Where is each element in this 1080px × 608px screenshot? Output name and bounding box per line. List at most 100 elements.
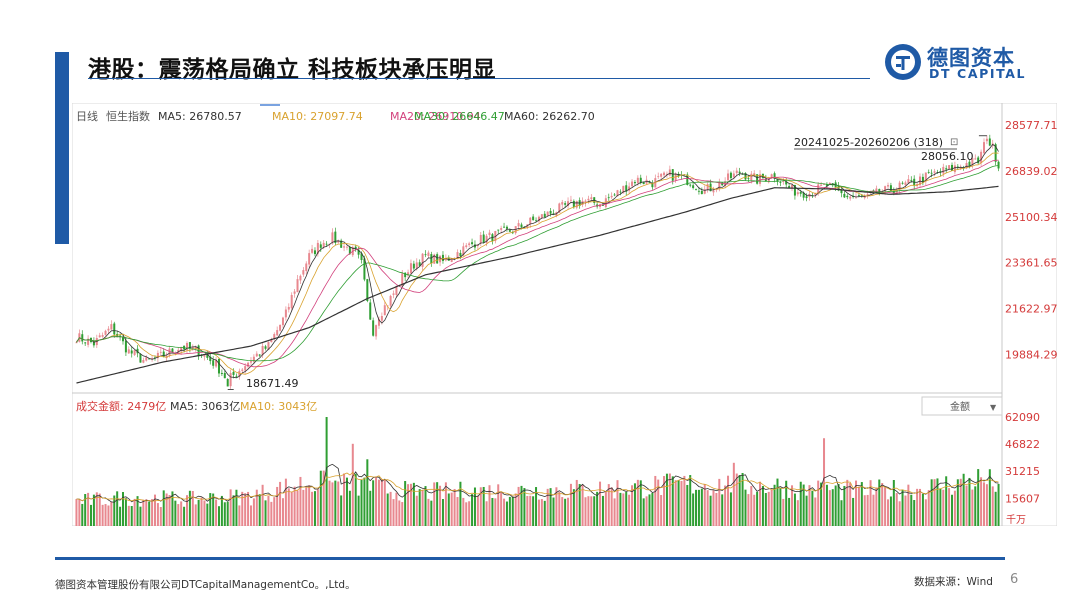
turnover-bar [407,484,410,526]
turnover-bar [305,487,308,526]
turnover-bar [546,488,549,526]
turnover-bar [369,490,372,526]
price-candle [846,195,849,198]
price-candle [910,179,913,181]
price-candle [75,342,78,344]
turnover-bar [284,478,287,526]
turnover-bar [575,479,578,526]
turnover-bar [331,482,334,526]
turnover-bar [258,494,261,526]
turnover-bar [674,480,677,526]
price-candle [625,185,628,192]
turnover-bar [872,494,875,526]
turnover-bar [514,493,517,526]
price-candle [564,203,567,205]
ma30-label: MA30: 26646.47 [414,110,505,123]
turnover-bar [884,487,887,526]
price-candle [159,351,162,353]
price-candle [953,165,956,173]
price-candle [104,330,107,335]
metric-select[interactable] [921,396,1003,416]
turnover-bar [78,499,81,526]
price-candle [651,182,654,188]
logo-name-cn: 德图资本 [927,46,1015,70]
turnover-bar [587,496,590,526]
turnover-bar [145,499,148,526]
price-candle [770,174,773,179]
turnover-bar [409,483,412,526]
turnover-bar [427,498,430,526]
price-candle [479,235,482,244]
price-candle [535,220,538,222]
turnover-bar [325,417,328,526]
turnover-bar [450,492,453,526]
price-candle [892,191,895,194]
turnover-bar [124,498,127,526]
price-candle [194,346,197,349]
price-candle [965,163,968,169]
turnover-bar [494,498,497,526]
price-candle [223,373,226,379]
lock-icon[interactable]: ⊡ [950,137,958,148]
price-candle [517,223,520,227]
chevron-down-icon[interactable]: ▼ [990,403,997,412]
turnover-bar [910,494,913,526]
price-candle [360,253,363,261]
turnover-bar [729,492,732,526]
turnover-bar [424,486,427,526]
price-candle [217,358,220,374]
turnover-bar [642,498,645,526]
price-candle [238,370,241,377]
price-candle [418,262,421,266]
turnover-bar [744,489,747,526]
turnover-bar [712,490,715,526]
price-candle [948,165,951,169]
price-candle [130,350,133,354]
turnover-bar [852,497,855,526]
price-candle [703,189,706,194]
price-candle [753,173,756,176]
turnover-bar [217,506,220,526]
turnover-bar [695,489,698,526]
price-candle [395,285,398,295]
turnover-bar [215,499,218,526]
turnover-bar [706,490,709,526]
price-candle [261,345,264,356]
turnover-bar [194,504,197,526]
turnover-bar [616,480,619,526]
turnover-bar [261,484,264,526]
turnover-bar [828,490,831,526]
turnover-bar [636,479,639,526]
turnover-bar [962,473,965,526]
turnover-bar [840,500,843,526]
price-candle [270,339,273,343]
turnover-bar [671,476,674,526]
turnover-bar [663,476,666,526]
turnover-bar [814,497,817,526]
price-candle [229,373,232,387]
turnover-bar [249,505,252,526]
turnover-bar [866,494,869,526]
price-candle [735,170,738,174]
price-candle [264,346,267,349]
price-candle [831,183,834,185]
price-candle [610,195,613,198]
price-candle [380,315,383,321]
price-candle [232,371,235,375]
price-candle [543,213,546,218]
price-candle [837,185,840,191]
price-candle [325,243,328,245]
turnover-bar [543,500,546,526]
scroll-indicator[interactable] [260,104,280,106]
turnover-bar [930,479,933,526]
price-candle [348,247,351,254]
turnover-bar [500,492,503,526]
turnover-bar [811,490,814,526]
price-candle [485,235,488,243]
turnover-bar [351,443,354,526]
price-header: 日线 恒生指数 MA5: 26780.57 MA10: 27097.74 MA2… [76,109,595,123]
turnover-bar [619,492,622,526]
price-candle [796,192,799,195]
turnover-bar [921,493,924,526]
price-candle [689,184,692,186]
